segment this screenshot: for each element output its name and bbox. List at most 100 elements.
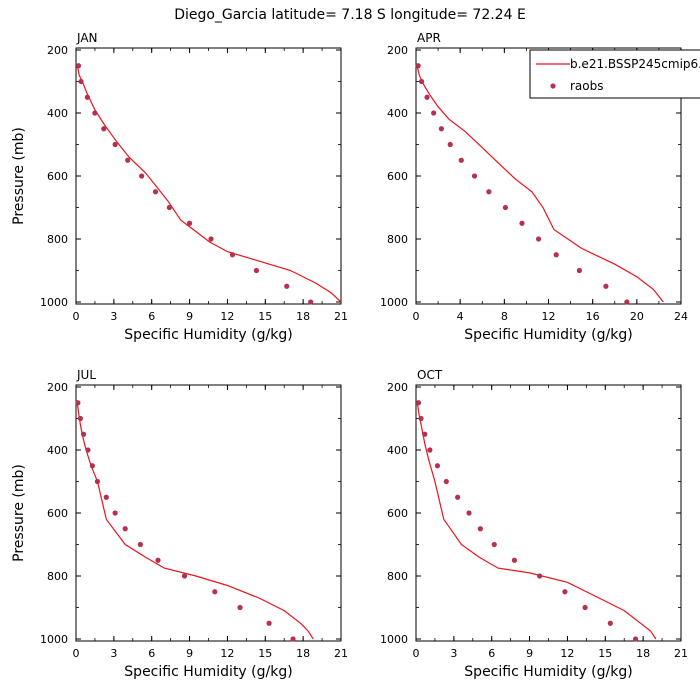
x-tick-label: 6 <box>488 647 495 660</box>
figure-title: Diego_Garcia latitude= 7.18 S longitude=… <box>174 7 526 23</box>
raobs-point <box>139 173 145 179</box>
model-line <box>76 65 342 303</box>
raobs-point <box>424 94 430 100</box>
y-tick-label: 200 <box>387 381 408 394</box>
raobs-point <box>80 431 87 437</box>
y-tick-label: 800 <box>387 570 408 583</box>
x-tick-label: 21 <box>674 647 688 660</box>
x-tick-label: 12 <box>560 647 574 660</box>
y-tick-label: 600 <box>387 507 408 520</box>
y-tick-label: 800 <box>47 570 68 583</box>
raobs-point <box>112 141 118 148</box>
raobs-point <box>284 283 290 289</box>
panel-apr: 0 4 8 12 16 20 24 200 400 600 800 1000 APR Specific H… <box>380 31 688 343</box>
raobs-point <box>431 110 437 116</box>
x-axis-title: Specific Humidity (g/kg) <box>464 664 632 680</box>
y-tick-label: 400 <box>387 107 408 120</box>
raobs-point <box>78 78 84 85</box>
x-tick-label: 15 <box>258 310 272 323</box>
raobs-point <box>84 94 90 100</box>
y-tick-label: 800 <box>47 233 68 246</box>
panel-oct: 0 3 6 9 12 15 18 21 200 400 600 800 1000 OCT Specific … <box>380 368 688 680</box>
y-axis-title: Pressure (mb) <box>11 127 27 225</box>
raobs-point <box>519 220 525 226</box>
raobs-point <box>112 510 118 516</box>
raobs-point <box>208 236 214 242</box>
y-tick-label: 600 <box>47 170 68 183</box>
raobs-point <box>418 78 425 85</box>
raobs-point <box>181 573 188 579</box>
raobs-point <box>101 126 107 132</box>
raobs-point <box>92 110 98 116</box>
plot-frame <box>75 47 342 305</box>
raobs-point <box>125 157 131 163</box>
panel-title: JUL <box>76 368 96 382</box>
x-tick-label: 0 <box>413 647 420 660</box>
x-tick-label: 20 <box>630 310 644 323</box>
legend-obs-label: raobs <box>570 79 604 93</box>
x-tick-label: 12 <box>542 310 556 323</box>
y-tick-label: 1000 <box>40 633 68 646</box>
x-axis-title: Specific Humidity (g/kg) <box>124 327 292 343</box>
x-tick-label: 21 <box>334 647 348 660</box>
y-tick-label: 600 <box>47 507 68 520</box>
legend-model-label: b.e21.BSSP245cmip6.f09_g17.CMIP6-SSP2-4.… <box>570 57 700 71</box>
raobs-point <box>535 236 542 242</box>
raobs-point <box>103 494 109 500</box>
raobs-point <box>603 283 609 289</box>
panel-jan: 0 3 6 9 12 15 18 21 200 400 600 800 1000 JAN Specific … <box>11 31 348 343</box>
x-tick-label: 3 <box>110 647 117 660</box>
raobs-point <box>443 478 449 485</box>
y-tick-label: 1000 <box>380 633 408 646</box>
raobs-point <box>186 220 193 226</box>
y-tick-label: 400 <box>387 444 408 457</box>
x-tick-label: 0 <box>413 310 420 323</box>
raobs-point <box>155 557 161 563</box>
raobs-point <box>434 463 441 469</box>
raobs-point <box>537 573 543 579</box>
raobs-point <box>266 620 272 626</box>
plot-frame <box>415 384 682 642</box>
raobs-point <box>415 63 421 69</box>
x-tick-label: 12 <box>220 647 234 660</box>
x-tick-label: 18 <box>296 647 310 660</box>
raobs-point <box>89 463 96 469</box>
x-tick-label: 4 <box>457 310 464 323</box>
x-tick-label: 9 <box>186 310 193 323</box>
x-tick-label: 15 <box>258 647 272 660</box>
raobs-point <box>502 204 509 211</box>
raobs-point <box>418 415 424 422</box>
x-tick-label: 21 <box>334 310 348 323</box>
y-axis-title: Pressure (mb) <box>11 464 27 562</box>
x-tick-label: 6 <box>148 647 155 660</box>
panels-group: 0 3 6 9 12 15 18 212004006008001000JANSpecific … <box>11 31 688 680</box>
panel-title: OCT <box>417 368 443 382</box>
raobs-point <box>85 447 91 453</box>
model-line <box>416 402 657 640</box>
raobs-point <box>438 126 444 132</box>
y-tick-label: 200 <box>47 381 68 394</box>
panel-title: JAN <box>76 31 98 45</box>
raobs-point <box>77 415 84 422</box>
raobs-point <box>491 541 497 548</box>
raobs-point <box>237 604 243 611</box>
raobs-point <box>422 431 428 437</box>
model-line <box>416 65 664 303</box>
x-tick-label: 0 <box>73 310 80 323</box>
raobs-point <box>166 204 172 211</box>
raobs-point <box>576 267 583 274</box>
raobs-point <box>152 189 159 195</box>
raobs-point <box>607 620 613 626</box>
legend-box <box>529 49 700 99</box>
x-axis-title: Specific Humidity (g/kg) <box>124 664 292 680</box>
raobs-point <box>94 478 101 485</box>
raobs-point <box>137 541 143 548</box>
legend-marker-swatch <box>550 83 556 89</box>
raobs-point <box>253 267 260 274</box>
x-tick-label: 3 <box>450 647 457 660</box>
model-line <box>76 402 314 640</box>
raobs-point <box>427 447 433 453</box>
raobs-point <box>229 252 236 258</box>
raobs-point <box>562 589 568 595</box>
